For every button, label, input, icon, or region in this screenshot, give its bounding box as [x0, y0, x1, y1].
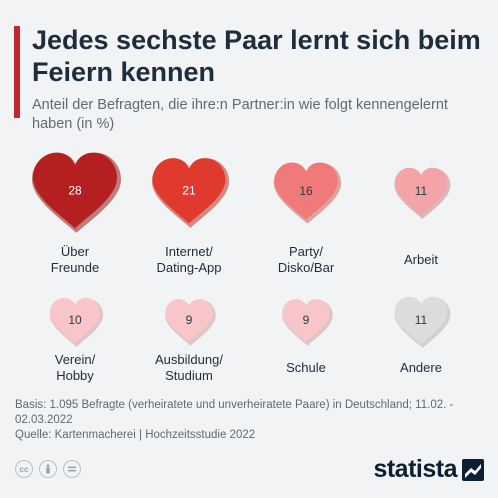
- value-label: 9: [186, 313, 193, 327]
- value-label: 9: [303, 313, 310, 327]
- heart-mark: 28: [31, 152, 122, 233]
- heart-shape: [152, 158, 226, 224]
- value-label: 16: [299, 184, 313, 198]
- statista-logo[interactable]: statista: [373, 455, 484, 484]
- category-label: Schule: [286, 360, 326, 375]
- value-label: 11: [415, 184, 428, 198]
- basis-note: Basis: 1.095 Befragte (verheiratete und …: [15, 399, 454, 426]
- nd-icon[interactable]: [63, 460, 81, 478]
- heart-shadow: [273, 163, 342, 224]
- value-label: 10: [68, 313, 82, 327]
- accent-bar: [14, 26, 20, 118]
- category-label: Ausbildung/ Studium: [155, 352, 223, 383]
- heart-shadow: [49, 298, 104, 347]
- heart-mark: 16: [273, 162, 342, 224]
- chart-footer: Basis: 1.095 Befragte (verheiratete und …: [15, 398, 485, 443]
- brand-name: statista: [373, 455, 457, 483]
- cc-icon[interactable]: cc: [15, 460, 33, 478]
- heart-mark: 11: [394, 296, 451, 348]
- heart-shape: [49, 297, 101, 344]
- heart-shape: [165, 299, 213, 343]
- by-icon[interactable]: [39, 460, 57, 478]
- heart-mark: 9: [165, 299, 216, 346]
- heart-shadow: [282, 300, 333, 346]
- heart-shape: [394, 167, 448, 216]
- heart-shadow: [151, 158, 230, 228]
- heart-mark: 21: [151, 158, 230, 228]
- value-label: 21: [182, 184, 196, 198]
- heart-mark: 9: [282, 299, 333, 346]
- heart-shape: [282, 299, 330, 343]
- heart-shadow: [165, 300, 216, 346]
- category-label: Verein/ Hobby: [54, 352, 96, 383]
- heart-shadow: [394, 297, 451, 348]
- category-label: Party/ Disko/Bar: [277, 244, 335, 275]
- source-note: Quelle: Kartenmacherei | Hochzeitsstudie…: [15, 429, 256, 441]
- heart-mark: 10: [49, 297, 104, 347]
- value-label: 11: [415, 313, 428, 327]
- heart-shape: [274, 162, 338, 220]
- heart-shadow: [394, 168, 451, 219]
- heart-shape: [33, 152, 117, 229]
- license-icons: cc: [15, 460, 81, 478]
- category-label: Andere: [400, 360, 442, 375]
- category-label: Arbeit: [404, 252, 438, 267]
- category-label: Internet/ Dating-App: [156, 244, 222, 275]
- chart-subtitle: Anteil der Befragten, die ihre:n Partner…: [32, 97, 448, 132]
- statista-mark-icon: [462, 458, 484, 481]
- heart-shape: [394, 296, 448, 345]
- heart-mark: 11: [394, 167, 451, 219]
- category-label: Über Freunde: [50, 244, 100, 275]
- value-label: 28: [68, 183, 82, 197]
- heart-shadow: [31, 152, 122, 233]
- chart-title: Jedes sechste Paar lernt sich beim Feier…: [32, 25, 481, 87]
